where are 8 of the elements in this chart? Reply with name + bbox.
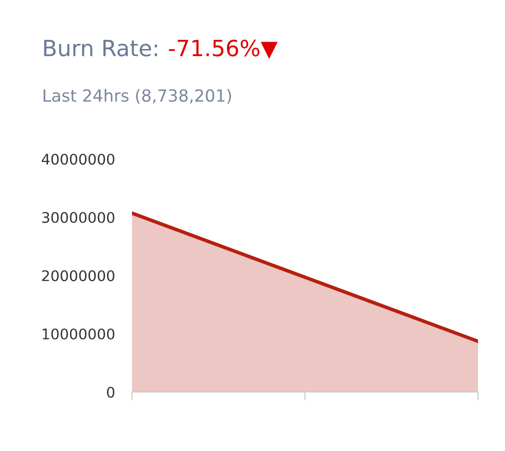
- chart-title: Burn Rate:: [44, 40, 158, 56]
- y-tick-label: 40000000: [42, 154, 114, 165]
- y-tick-label: 0: [107, 386, 114, 398]
- chart-subtitle: Last 24hrs (8,738,201): [44, 88, 232, 104]
- text: -71.56%▼: [168, 40, 278, 59]
- y-tick-label: 30000000: [42, 212, 114, 223]
- y-tick-label: 20000000: [42, 270, 114, 282]
- y-tick-label: 10000000: [42, 328, 114, 340]
